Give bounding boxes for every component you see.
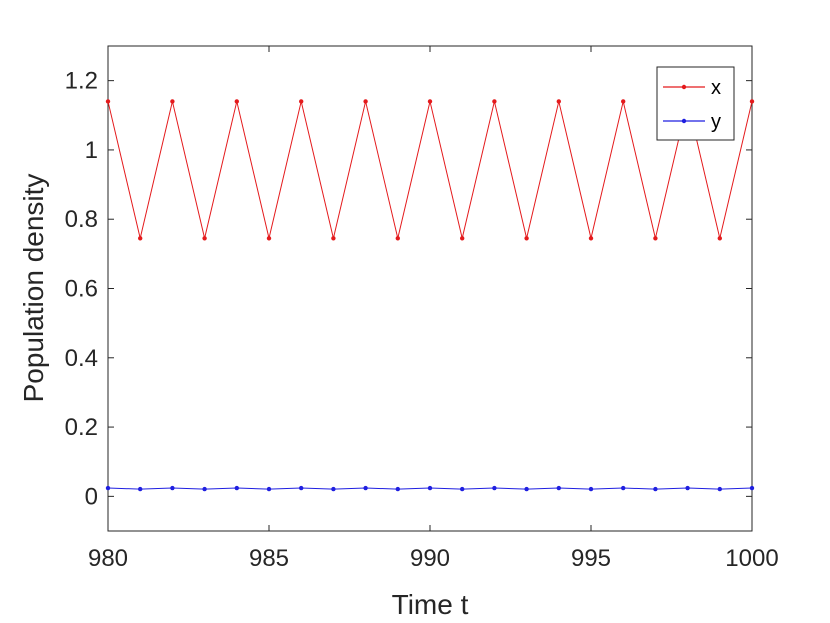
plot-area xyxy=(107,45,753,532)
data-point-x xyxy=(717,236,722,241)
data-point-x xyxy=(653,236,658,241)
legend-label-y: y xyxy=(711,111,721,133)
data-point-x xyxy=(427,99,433,104)
data-point-x xyxy=(202,236,207,241)
legend: x y xyxy=(656,66,735,141)
data-point-x xyxy=(363,99,368,104)
x-axis-title: Time t xyxy=(392,589,469,620)
data-point-x xyxy=(105,99,111,104)
data-point-x xyxy=(138,236,143,241)
data-point-x xyxy=(331,236,336,241)
data-point-y xyxy=(588,486,594,492)
data-point-y xyxy=(395,486,400,492)
data-point-x xyxy=(460,236,465,241)
data-point-y xyxy=(492,485,497,491)
axis-ticks xyxy=(107,46,753,531)
data-point-x xyxy=(492,99,497,104)
y-tick-label: 0.2 xyxy=(65,414,98,441)
data-point-y xyxy=(266,486,272,492)
y-tick-label: 0 xyxy=(85,483,98,510)
data-point-x xyxy=(621,99,626,104)
legend-marker-x xyxy=(681,84,687,90)
data-point-y xyxy=(170,485,175,491)
legend-box xyxy=(656,66,735,141)
data-point-y xyxy=(717,486,722,492)
legend-label-x: x xyxy=(711,77,721,99)
data-point-x xyxy=(170,99,175,104)
x-tick-label: 990 xyxy=(410,545,450,572)
data-point-y xyxy=(524,486,529,492)
x-tick-label: 980 xyxy=(88,545,128,572)
data-point-y xyxy=(653,486,658,492)
data-point-x xyxy=(234,99,239,104)
data-point-y xyxy=(621,485,626,491)
data-point-x xyxy=(588,236,594,241)
series-layer xyxy=(105,99,755,492)
data-point-y xyxy=(202,486,207,492)
data-point-y xyxy=(749,485,755,491)
data-point-x xyxy=(395,236,400,241)
data-point-y xyxy=(363,485,368,491)
data-point-y xyxy=(331,486,336,492)
y-axis-title: Population density xyxy=(18,174,49,403)
data-point-y xyxy=(299,485,304,491)
y-tick-label: 1.2 xyxy=(65,68,98,95)
data-point-x xyxy=(556,99,561,104)
x-tick-label: 1000 xyxy=(725,545,778,572)
data-point-y xyxy=(427,485,433,491)
data-point-y xyxy=(460,486,465,492)
y-tick-label: 0.8 xyxy=(65,206,98,233)
data-point-y xyxy=(234,485,239,491)
x-tick-label: 995 xyxy=(571,545,611,572)
data-point-y xyxy=(556,485,561,491)
legend-marker-y xyxy=(681,118,687,124)
data-point-x xyxy=(524,236,529,241)
x-tick-label: 985 xyxy=(249,545,289,572)
data-point-y xyxy=(685,485,690,491)
data-point-y xyxy=(138,486,143,492)
y-tick-label: 0.6 xyxy=(65,276,98,303)
y-tick-label: 1 xyxy=(85,137,98,164)
data-point-x xyxy=(299,99,304,104)
data-point-x xyxy=(266,236,272,241)
tick-labels: 980 985 990 995 1000 0 0.2 0.4 0.6 0.8 1 1.2 xyxy=(65,68,779,572)
data-point-x xyxy=(749,99,755,104)
y-tick-label: 0.4 xyxy=(65,345,98,372)
data-point-y xyxy=(105,485,111,491)
